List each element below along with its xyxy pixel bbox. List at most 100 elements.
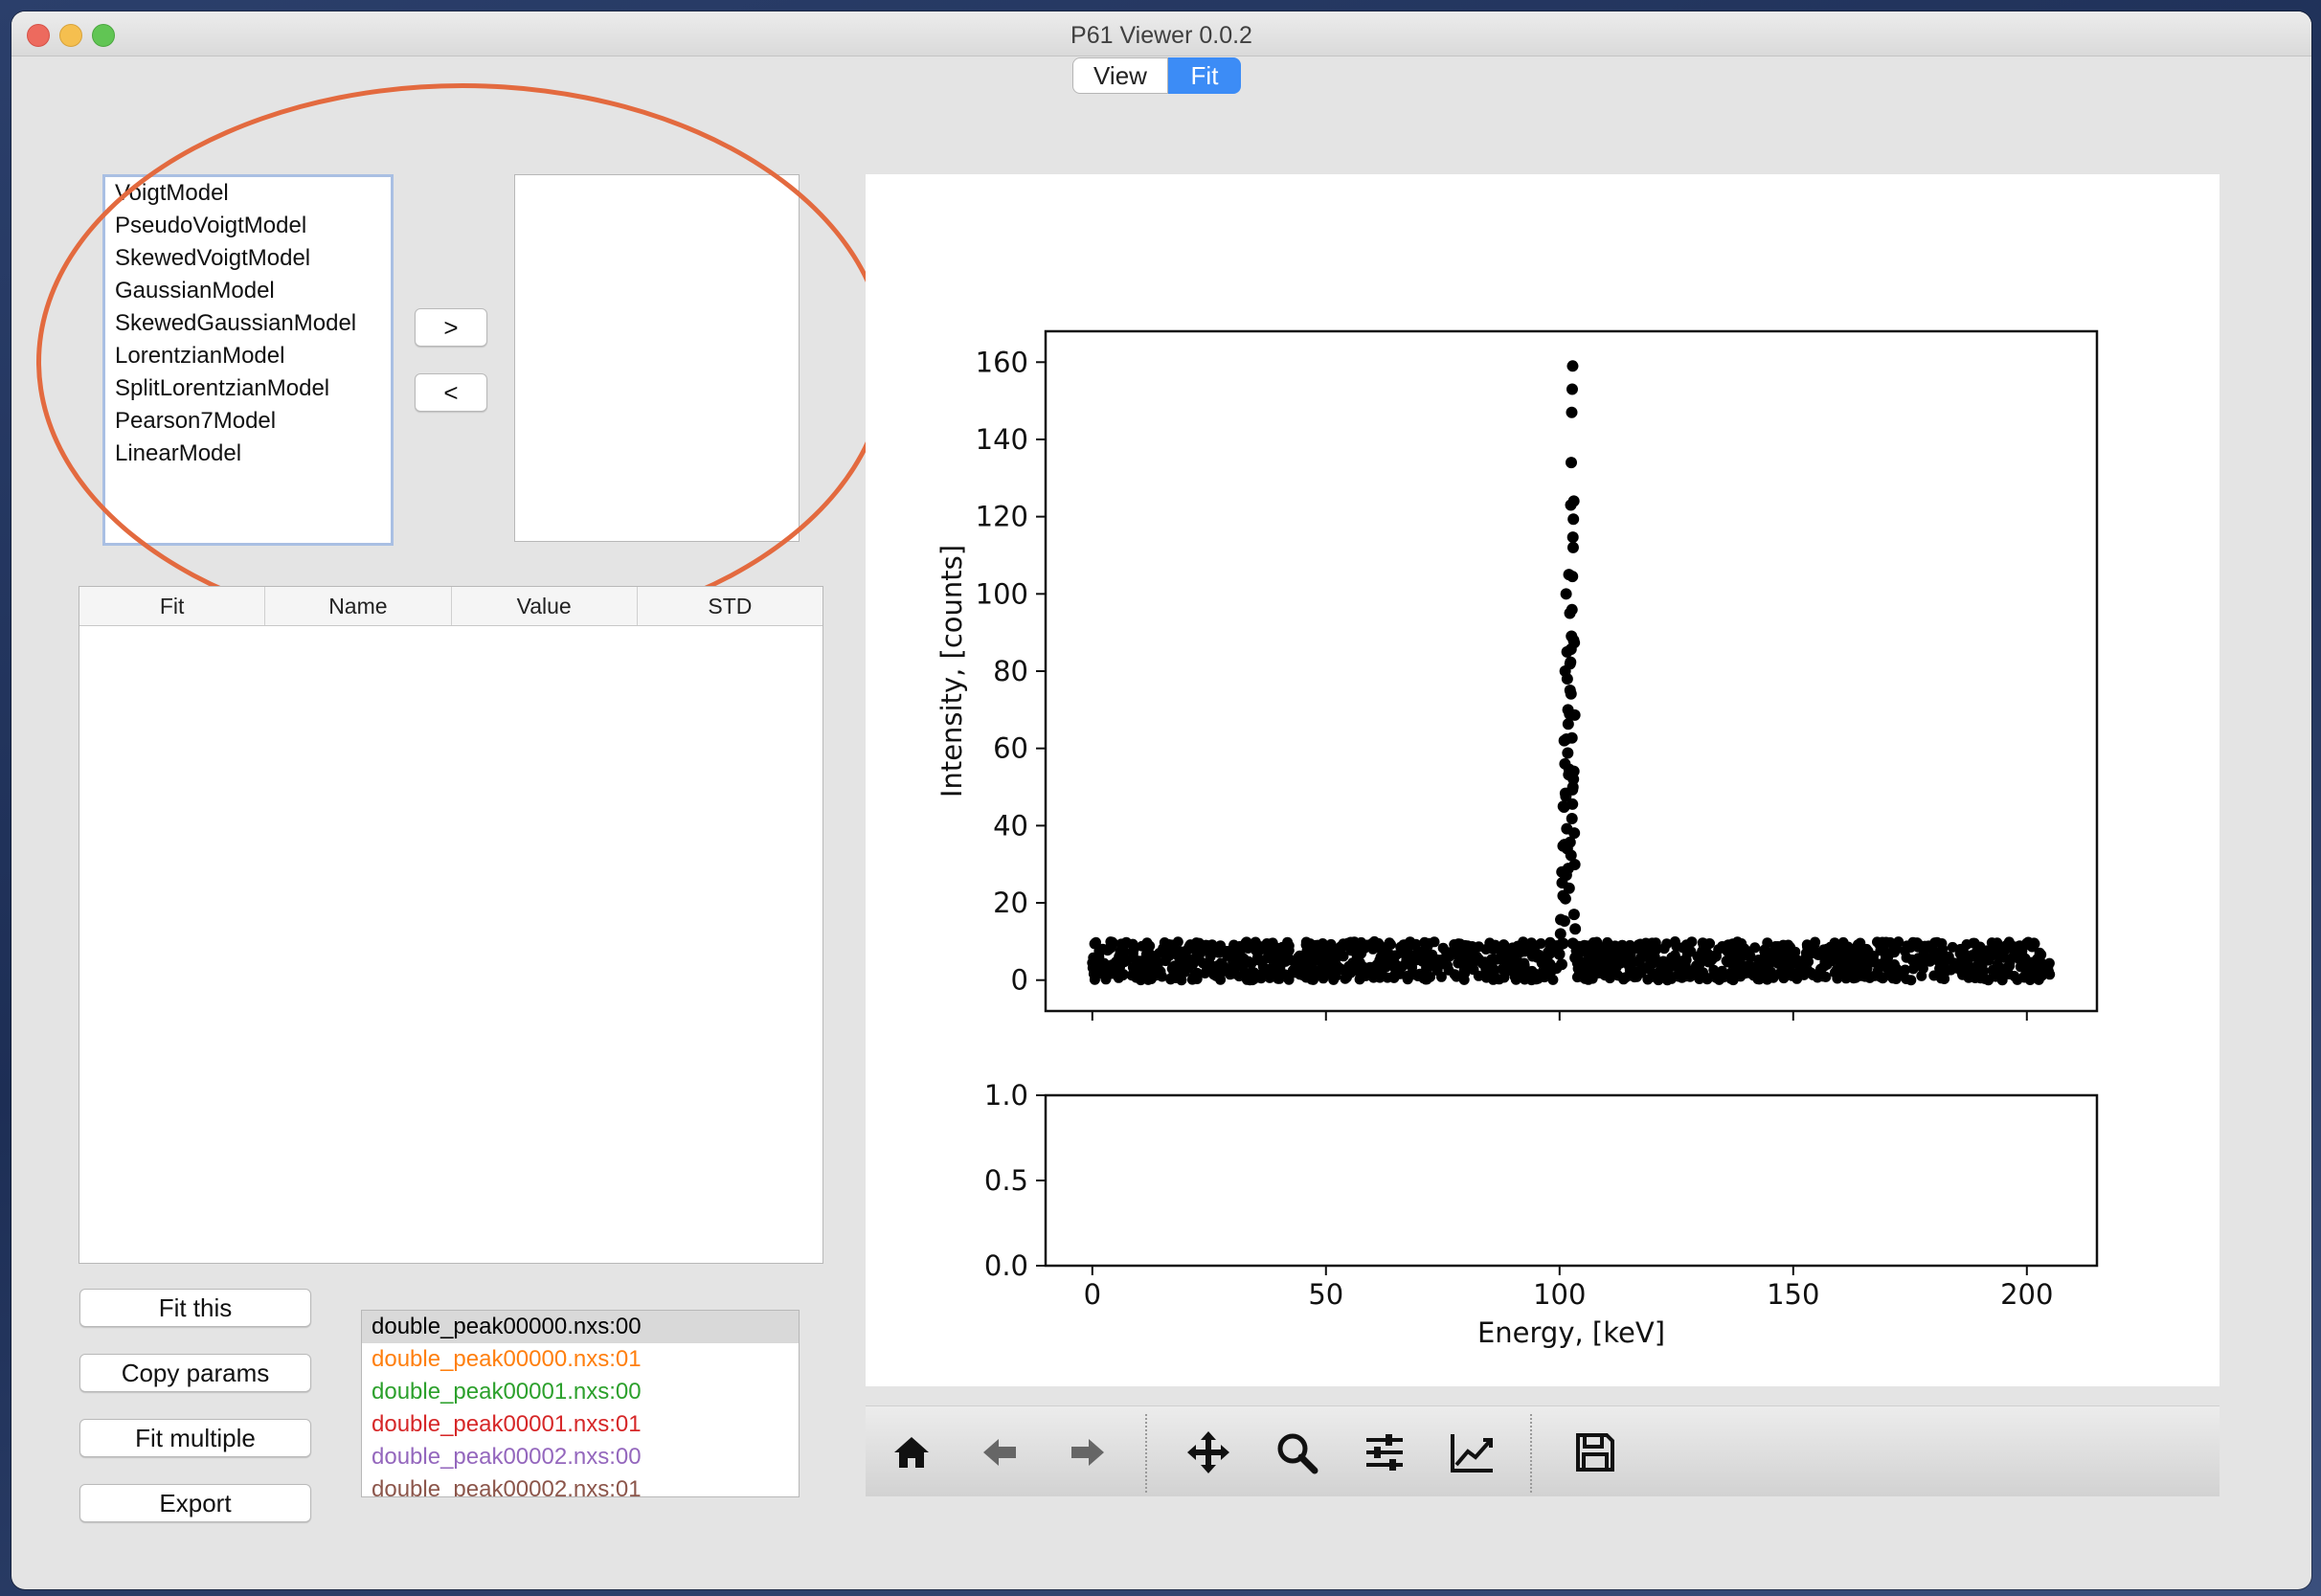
fit-this-button[interactable]: Fit this xyxy=(79,1289,311,1327)
column-header-name[interactable]: Name xyxy=(265,587,452,625)
data-point xyxy=(1624,939,1635,951)
data-point xyxy=(1252,952,1263,963)
data-point xyxy=(1877,973,1888,984)
data-point xyxy=(1676,970,1687,981)
zoom-icon[interactable] xyxy=(1272,1427,1321,1477)
data-point xyxy=(1417,955,1429,966)
data-point xyxy=(1882,963,1893,975)
selected-models-list[interactable] xyxy=(514,174,800,542)
save-icon[interactable] xyxy=(1570,1427,1620,1477)
data-point xyxy=(1340,973,1351,984)
list-item[interactable]: Pearson7Model xyxy=(115,408,277,434)
data-point xyxy=(1117,969,1129,980)
data-point xyxy=(1274,943,1286,955)
peak-point xyxy=(1560,588,1572,600)
dataset-list[interactable]: double_peak00000.nxs:00 double_peak00000… xyxy=(361,1310,800,1497)
peak-point xyxy=(1569,923,1582,935)
data-point xyxy=(1957,952,1968,963)
list-item[interactable]: SkewedGaussianModel xyxy=(115,310,357,336)
dataset-item[interactable]: double_peak00000.nxs:00 xyxy=(362,1311,799,1343)
data-point xyxy=(1403,955,1414,966)
dataset-item[interactable]: double_peak00002.nxs:01 xyxy=(372,1476,642,1497)
data-point xyxy=(2034,947,2045,958)
list-item[interactable]: SplitLorentzianModel xyxy=(115,375,330,401)
data-point xyxy=(1246,967,1257,978)
list-item[interactable]: SkewedVoigtModel xyxy=(115,245,311,271)
data-point xyxy=(1527,951,1538,962)
data-point xyxy=(1544,949,1555,960)
list-item[interactable]: VoigtModel xyxy=(115,180,229,206)
subplots-icon[interactable] xyxy=(1360,1427,1409,1477)
minimize-window-button[interactable] xyxy=(59,24,82,47)
plot-canvas[interactable]: 0 20 40 60 80 100 120 140 160 Intensity, [counts]… xyxy=(866,174,2220,1386)
dataset-item[interactable]: double_peak00000.nxs:01 xyxy=(372,1346,642,1372)
data-point xyxy=(1658,943,1670,955)
data-point xyxy=(1310,939,1321,951)
export-button[interactable]: Export xyxy=(79,1484,311,1522)
tab-view[interactable]: View xyxy=(1072,57,1168,94)
peak-point xyxy=(1562,747,1574,759)
data-point xyxy=(1106,968,1117,979)
data-point xyxy=(1215,940,1227,952)
data-point xyxy=(1764,954,1775,965)
data-point xyxy=(1732,936,1744,948)
data-point xyxy=(1132,959,1143,971)
data-point xyxy=(1845,955,1857,967)
pan-icon[interactable] xyxy=(1183,1427,1233,1477)
list-item[interactable]: LorentzianModel xyxy=(115,343,285,369)
data-point xyxy=(1983,975,1994,986)
data-point xyxy=(1649,952,1660,963)
data-point xyxy=(2004,955,2016,967)
column-header-value[interactable]: Value xyxy=(452,587,638,625)
data-point xyxy=(1355,970,1366,981)
data-point xyxy=(1204,945,1215,956)
copy-params-button[interactable]: Copy params xyxy=(79,1354,311,1392)
peak-point xyxy=(1566,541,1579,553)
add-model-button[interactable]: > xyxy=(415,308,487,347)
data-point xyxy=(2044,969,2056,980)
list-item[interactable]: PseudoVoigtModel xyxy=(115,213,307,238)
data-point xyxy=(1698,967,1708,978)
data-point xyxy=(1757,964,1769,976)
data-point xyxy=(1177,946,1188,957)
y-tick-label: 160 xyxy=(976,346,1028,378)
tab-fit[interactable]: Fit xyxy=(1168,57,1241,94)
data-point xyxy=(1168,945,1180,956)
data-point xyxy=(1190,972,1202,983)
data-point xyxy=(1318,973,1329,984)
forward-arrow-icon[interactable] xyxy=(1063,1427,1113,1477)
data-point xyxy=(1759,946,1770,957)
data-point xyxy=(1810,936,1821,948)
plot-panel[interactable]: 0 20 40 60 80 100 120 140 160 Intensity, [counts]… xyxy=(866,174,2220,1386)
data-point xyxy=(1686,968,1698,979)
back-arrow-icon[interactable] xyxy=(975,1427,1025,1477)
close-window-button[interactable] xyxy=(27,24,50,47)
list-item[interactable]: LinearModel xyxy=(115,440,242,466)
data-point xyxy=(1611,954,1622,965)
table-header: Fit Name Value STD xyxy=(79,587,822,626)
fit-multiple-button[interactable]: Fit multiple xyxy=(79,1419,311,1457)
home-icon[interactable] xyxy=(887,1427,936,1477)
available-models-list[interactable]: VoigtModel PseudoVoigtModel SkewedVoigtM… xyxy=(102,174,394,546)
data-point xyxy=(1641,952,1653,963)
dataset-item[interactable]: double_peak00002.nxs:00 xyxy=(372,1444,642,1470)
parameter-table[interactable]: Fit Name Value STD xyxy=(79,586,823,1264)
data-point xyxy=(2043,957,2055,969)
peak-point xyxy=(1566,937,1579,950)
column-header-std[interactable]: STD xyxy=(708,594,753,618)
axes-edit-icon[interactable] xyxy=(1448,1427,1498,1477)
data-point xyxy=(1947,941,1958,953)
peak-point xyxy=(1554,928,1566,940)
data-point xyxy=(1195,947,1206,958)
data-point xyxy=(1713,944,1724,955)
data-point xyxy=(1938,968,1949,979)
peak-point xyxy=(1553,948,1566,960)
data-point xyxy=(1118,946,1130,957)
list-item[interactable]: GaussianModel xyxy=(115,278,275,303)
zoom-window-button[interactable] xyxy=(92,24,115,47)
data-point xyxy=(1877,936,1888,948)
dataset-item[interactable]: double_peak00001.nxs:01 xyxy=(372,1411,642,1437)
column-header-fit[interactable]: Fit xyxy=(79,587,266,625)
dataset-item[interactable]: double_peak00001.nxs:00 xyxy=(372,1379,642,1405)
remove-model-button[interactable]: < xyxy=(415,373,487,412)
